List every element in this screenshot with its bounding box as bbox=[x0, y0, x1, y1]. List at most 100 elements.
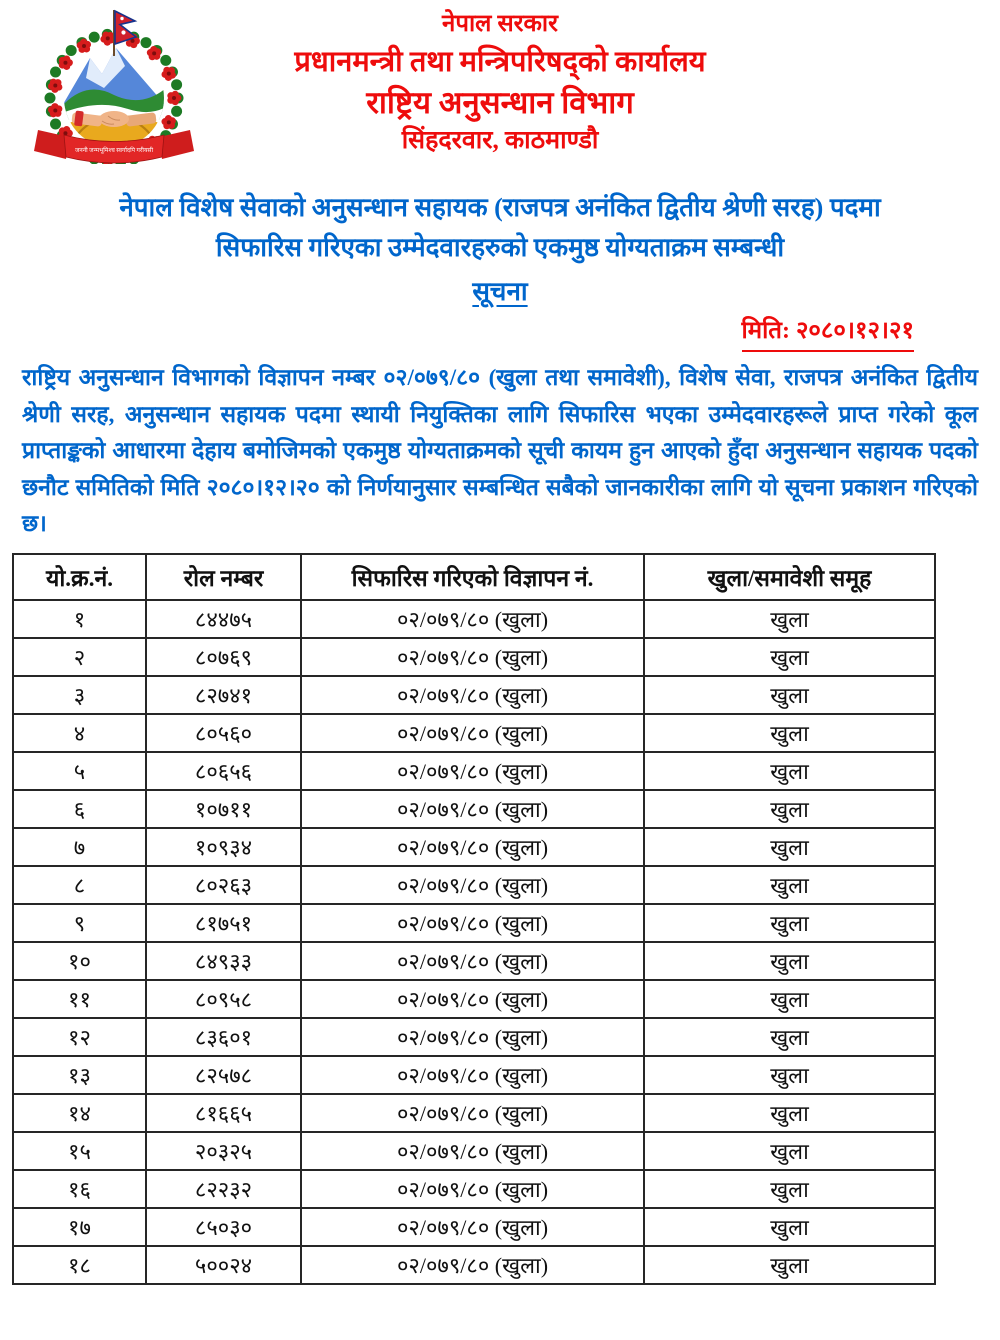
roll-number-cell: ८०६५६ bbox=[145, 750, 302, 791]
group-cell: खुला bbox=[643, 712, 936, 753]
roll-number-cell: ८०२६३ bbox=[145, 864, 302, 905]
advert-number-cell: ०२/०७९/८० (खुला) bbox=[300, 788, 645, 829]
table-row: ७ १०९३४ ०२/०७९/८० (खुला) खुला bbox=[12, 826, 936, 867]
roll-number-cell: ८०७६९ bbox=[145, 636, 302, 677]
advert-number-cell: ०२/०७९/८० (खुला) bbox=[300, 598, 645, 639]
group-cell: खुला bbox=[643, 902, 936, 943]
advert-number-cell: ०२/०७९/८० (खुला) bbox=[300, 1244, 645, 1285]
advert-number-cell: ०२/०७९/८० (खुला) bbox=[300, 1206, 645, 1247]
group-cell: खुला bbox=[643, 1130, 936, 1171]
roll-number-cell: २०३२५ bbox=[145, 1130, 302, 1171]
advert-number-cell: ०२/०७९/८० (खुला) bbox=[300, 750, 645, 791]
col-serial-header: यो.क्र.नं. bbox=[12, 552, 147, 601]
group-cell: खुला bbox=[643, 750, 936, 791]
serial-cell: ९ bbox=[12, 902, 147, 943]
advert-number-cell: ०२/०७९/८० (खुला) bbox=[300, 1168, 645, 1209]
serial-cell: ६ bbox=[12, 788, 147, 829]
roll-number-cell: ८२७४१ bbox=[145, 674, 302, 715]
serial-cell: ३ bbox=[12, 674, 147, 715]
table-row: ३ ८२७४१ ०२/०७९/८० (खुला) खुला bbox=[12, 674, 936, 715]
serial-cell: १८ bbox=[12, 1244, 147, 1285]
advert-number-cell: ०२/०७९/८० (खुला) bbox=[300, 940, 645, 981]
advert-number-cell: ०२/०७९/८० (खुला) bbox=[300, 978, 645, 1019]
notice-title-line-1: नेपाल विशेष सेवाको अनुसन्धान सहायक (राजप… bbox=[119, 193, 881, 222]
roll-number-cell: १०७११ bbox=[145, 788, 302, 829]
roll-number-cell: ५००२४ bbox=[145, 1244, 302, 1285]
advert-number-cell: ०२/०७९/८० (खुला) bbox=[300, 864, 645, 905]
table-row: ५ ८०६५६ ०२/०७९/८० (खुला) खुला bbox=[12, 750, 936, 791]
serial-cell: १ bbox=[12, 598, 147, 639]
advert-number-cell: ०२/०७९/८० (खुला) bbox=[300, 826, 645, 867]
office-name: प्रधानमन्त्री तथा मन्त्रिपरिषद्को कार्या… bbox=[294, 46, 706, 78]
group-cell: खुला bbox=[643, 636, 936, 677]
table-row: ११ ८०९५८ ०२/०७९/८० (खुला) खुला bbox=[12, 978, 936, 1019]
roll-number-cell: ८२५७८ bbox=[145, 1054, 302, 1095]
serial-cell: १२ bbox=[12, 1016, 147, 1057]
nepal-emblem-graphic: जननी जन्मभूमिश्च स्वर्गादपि गरीयसी bbox=[34, 9, 194, 164]
roll-number-cell: ८२२३२ bbox=[145, 1168, 302, 1209]
table-row: १ ८४४७५ ०२/०७९/८० (खुला) खुला bbox=[12, 598, 936, 639]
serial-cell: १६ bbox=[12, 1168, 147, 1209]
table-row: १३ ८२५७८ ०२/०७९/८० (खुला) खुला bbox=[12, 1054, 936, 1095]
col-roll-header: रोल नम्बर bbox=[145, 552, 302, 601]
group-cell: खुला bbox=[643, 1016, 936, 1057]
group-cell: खुला bbox=[643, 1244, 936, 1285]
advert-number-cell: ०२/०७९/८० (खुला) bbox=[300, 712, 645, 753]
serial-cell: १३ bbox=[12, 1054, 147, 1095]
department-name: राष्ट्रिय अनुसन्धान विभाग bbox=[366, 85, 634, 120]
group-cell: खुला bbox=[643, 1054, 936, 1095]
roll-number-cell: ८५०३० bbox=[145, 1206, 302, 1247]
advert-number-cell: ०२/०७९/८० (खुला) bbox=[300, 1092, 645, 1133]
results-table-head: यो.क्र.नं. रोल नम्बर सिफारिस गरिएको विज्… bbox=[12, 552, 936, 601]
advert-number-cell: ०२/०७९/८० (खुला) bbox=[300, 674, 645, 715]
table-row: ९ ८१७५१ ०२/०७९/८० (खुला) खुला bbox=[12, 902, 936, 943]
emblem-motto: जननी जन्मभूमिश्च स्वर्गादपि गरीयसी bbox=[75, 146, 154, 154]
group-cell: खुला bbox=[643, 1092, 936, 1133]
roll-number-cell: ८१६६५ bbox=[145, 1092, 302, 1133]
results-table-body: १ ८४४७५ ०२/०७९/८० (खुला) खुला २ ८०७६९ ०२… bbox=[12, 598, 936, 1285]
advert-number-cell: ०२/०७९/८० (खुला) bbox=[300, 1130, 645, 1171]
serial-cell: २ bbox=[12, 636, 147, 677]
emblem-ribbon: जननी जन्मभूमिश्च स्वर्गादपि गरीयसी bbox=[34, 130, 194, 164]
roll-number-cell: ८१७५१ bbox=[145, 902, 302, 943]
serial-cell: ११ bbox=[12, 978, 147, 1019]
notice-date-line: मिति: २०८०।१२।२१ bbox=[0, 314, 1000, 352]
notice-date: मिति: २०८०।१२।२१ bbox=[741, 314, 914, 352]
roll-number-cell: ८४४७५ bbox=[145, 598, 302, 639]
nepal-flag-icon bbox=[113, 9, 138, 56]
serial-cell: ४ bbox=[12, 712, 147, 753]
serial-cell: ५ bbox=[12, 750, 147, 791]
table-row: २ ८०७६९ ०२/०७९/८० (खुला) खुला bbox=[12, 636, 936, 677]
advert-number-cell: ०२/०७९/८० (खुला) bbox=[300, 902, 645, 943]
group-cell: खुला bbox=[643, 1168, 936, 1209]
notice-title-block: नेपाल विशेष सेवाको अनुसन्धान सहायक (राजप… bbox=[0, 188, 1000, 310]
group-cell: खुला bbox=[643, 940, 936, 981]
advert-number-cell: ०२/०७९/८० (खुला) bbox=[300, 636, 645, 677]
serial-cell: ८ bbox=[12, 864, 147, 905]
results-table: यो.क्र.नं. रोल नम्बर सिफारिस गरिएको विज्… bbox=[12, 552, 936, 1285]
table-row: ४ ८०५६० ०२/०७९/८० (खुला) खुला bbox=[12, 712, 936, 753]
table-row: ८ ८०२६३ ०२/०७९/८० (खुला) खुला bbox=[12, 864, 936, 905]
group-cell: खुला bbox=[643, 674, 936, 715]
serial-cell: १५ bbox=[12, 1130, 147, 1171]
table-row: १६ ८२२३२ ०२/०७९/८० (खुला) खुला bbox=[12, 1168, 936, 1209]
table-row: १२ ८३६०१ ०२/०७९/८० (खुला) खुला bbox=[12, 1016, 936, 1057]
advert-number-cell: ०२/०७९/८० (खुला) bbox=[300, 1016, 645, 1057]
roll-number-cell: ८३६०१ bbox=[145, 1016, 302, 1057]
col-group-header: खुला/समावेशी समूह bbox=[643, 552, 936, 601]
govt-name: नेपाल सरकार bbox=[442, 11, 558, 37]
group-cell: खुला bbox=[643, 1206, 936, 1247]
roll-number-cell: १०९३४ bbox=[145, 826, 302, 867]
notice-heading: सूचना bbox=[472, 277, 528, 306]
nepal-emblem: जननी जन्मभूमिश्च स्वर्गादपि गरीयसी bbox=[26, 8, 202, 164]
header-row: यो.क्र.नं. रोल नम्बर सिफारिस गरिएको विज्… bbox=[12, 552, 936, 601]
table-row: १७ ८५०३० ०२/०७९/८० (खुला) खुला bbox=[12, 1206, 936, 1247]
serial-cell: १० bbox=[12, 940, 147, 981]
notice-body: राष्ट्रिय अनुसन्धान विभागको विज्ञापन नम्… bbox=[22, 365, 978, 536]
table-row: १८ ५००२४ ०२/०७९/८० (खुला) खुला bbox=[12, 1244, 936, 1285]
roll-number-cell: ८०५६० bbox=[145, 712, 302, 753]
table-row: १४ ८१६६५ ०२/०७९/८० (खुला) खुला bbox=[12, 1092, 936, 1133]
roll-number-cell: ८४९३३ bbox=[145, 940, 302, 981]
group-cell: खुला bbox=[643, 826, 936, 867]
